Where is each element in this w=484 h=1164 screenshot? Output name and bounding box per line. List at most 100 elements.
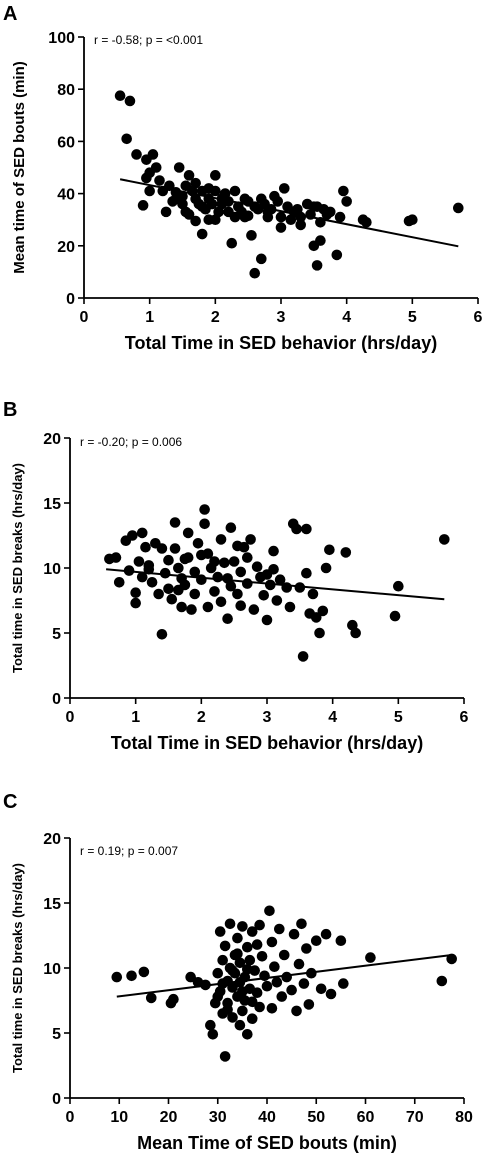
panel-b: B 0 5 10 15 20 0 1 2 3 4 5 6 Total Time in SED behavi… xyxy=(3,399,469,753)
data-point xyxy=(189,588,201,600)
data-point xyxy=(150,162,162,173)
data-point xyxy=(147,149,159,160)
data-point xyxy=(192,538,204,549)
data-point xyxy=(196,574,207,585)
data-point xyxy=(169,517,181,528)
data-point xyxy=(284,601,296,613)
x-axis-label: Total Time in SED behavior (hrs/day) xyxy=(125,333,437,353)
data-point xyxy=(317,605,329,617)
data-point xyxy=(173,584,184,596)
data-point xyxy=(227,982,238,993)
y-tick-label: 20 xyxy=(57,239,75,256)
data-point xyxy=(255,253,267,265)
data-point xyxy=(156,543,168,554)
data-point xyxy=(393,580,404,592)
data-point xyxy=(242,941,253,953)
data-point xyxy=(206,198,218,210)
data-point xyxy=(278,183,290,194)
data-point xyxy=(215,534,227,545)
x-tick-label: 6 xyxy=(460,709,469,726)
data-point xyxy=(202,548,214,559)
y-tick-label: 0 xyxy=(52,691,61,708)
data-point xyxy=(296,918,307,930)
data-point xyxy=(275,222,287,233)
x-axis-label: Total Time in SED behavior (hrs/day) xyxy=(111,733,423,753)
data-point xyxy=(389,610,401,622)
y-tick-label: 100 xyxy=(48,30,75,47)
data-point xyxy=(232,932,243,944)
y-tick-label: 5 xyxy=(52,626,61,643)
data-point xyxy=(217,954,228,966)
data-point xyxy=(261,980,273,992)
data-point xyxy=(196,228,208,240)
data-point xyxy=(228,556,240,567)
data-point xyxy=(212,991,224,1002)
data-point xyxy=(266,1003,278,1014)
data-point xyxy=(286,984,297,996)
data-point xyxy=(268,545,279,557)
data-point xyxy=(295,219,307,231)
data-point xyxy=(272,196,284,207)
y-tick-label: 10 xyxy=(43,561,61,578)
data-point xyxy=(238,541,250,553)
data-point xyxy=(114,90,126,102)
panel-letter: C xyxy=(3,791,17,813)
x-tick-label: 80 xyxy=(455,1109,473,1126)
data-point xyxy=(436,975,448,987)
y-tick-label: 15 xyxy=(43,496,61,513)
data-point xyxy=(237,1005,248,1017)
data-point xyxy=(168,993,179,1005)
data-point xyxy=(235,566,247,578)
data-point xyxy=(303,999,315,1010)
data-point xyxy=(261,614,273,626)
data-point xyxy=(242,1029,253,1040)
data-point xyxy=(325,988,337,1000)
data-point xyxy=(207,1029,219,1040)
y-tick-label: 0 xyxy=(66,291,75,308)
data-point xyxy=(202,601,214,613)
data-point xyxy=(237,986,248,997)
x-tick-label: 1 xyxy=(131,709,140,726)
data-point xyxy=(176,601,187,613)
data-point xyxy=(219,1051,231,1062)
data-point xyxy=(324,206,336,218)
data-point xyxy=(199,504,210,515)
data-point xyxy=(288,928,300,940)
data-point xyxy=(315,983,327,995)
data-point xyxy=(278,949,290,961)
correlation-annotation: r = 0.19; p = 0.007 xyxy=(80,844,178,858)
data-point xyxy=(166,593,178,605)
data-point xyxy=(232,948,243,959)
x-tick-label: 10 xyxy=(110,1109,128,1126)
data-point xyxy=(190,177,201,189)
data-point xyxy=(110,552,122,563)
x-tick-label: 2 xyxy=(197,709,206,726)
data-point xyxy=(138,966,150,978)
data-point xyxy=(254,919,265,931)
data-point xyxy=(163,554,174,566)
data-point xyxy=(210,170,221,181)
data-point xyxy=(338,185,349,197)
data-point xyxy=(186,604,197,615)
data-point xyxy=(159,567,171,579)
data-point xyxy=(183,170,195,181)
x-tick-label: 40 xyxy=(258,1109,276,1126)
data-point xyxy=(320,562,332,574)
data-point xyxy=(453,202,464,214)
data-point xyxy=(232,588,243,600)
data-point xyxy=(249,267,261,279)
data-point xyxy=(212,571,224,583)
y-axis-label: Mean time of SED bouts (min) xyxy=(11,61,28,274)
data-point xyxy=(291,523,302,535)
y-tick-label: 20 xyxy=(43,431,61,448)
data-point xyxy=(242,578,253,589)
data-point xyxy=(298,978,310,989)
data-point xyxy=(210,185,221,197)
data-point xyxy=(205,1019,216,1031)
data-point xyxy=(156,629,168,640)
data-point xyxy=(131,149,142,160)
data-point xyxy=(124,95,136,107)
data-point xyxy=(301,523,312,535)
data-point xyxy=(226,237,238,249)
data-point xyxy=(160,206,172,218)
